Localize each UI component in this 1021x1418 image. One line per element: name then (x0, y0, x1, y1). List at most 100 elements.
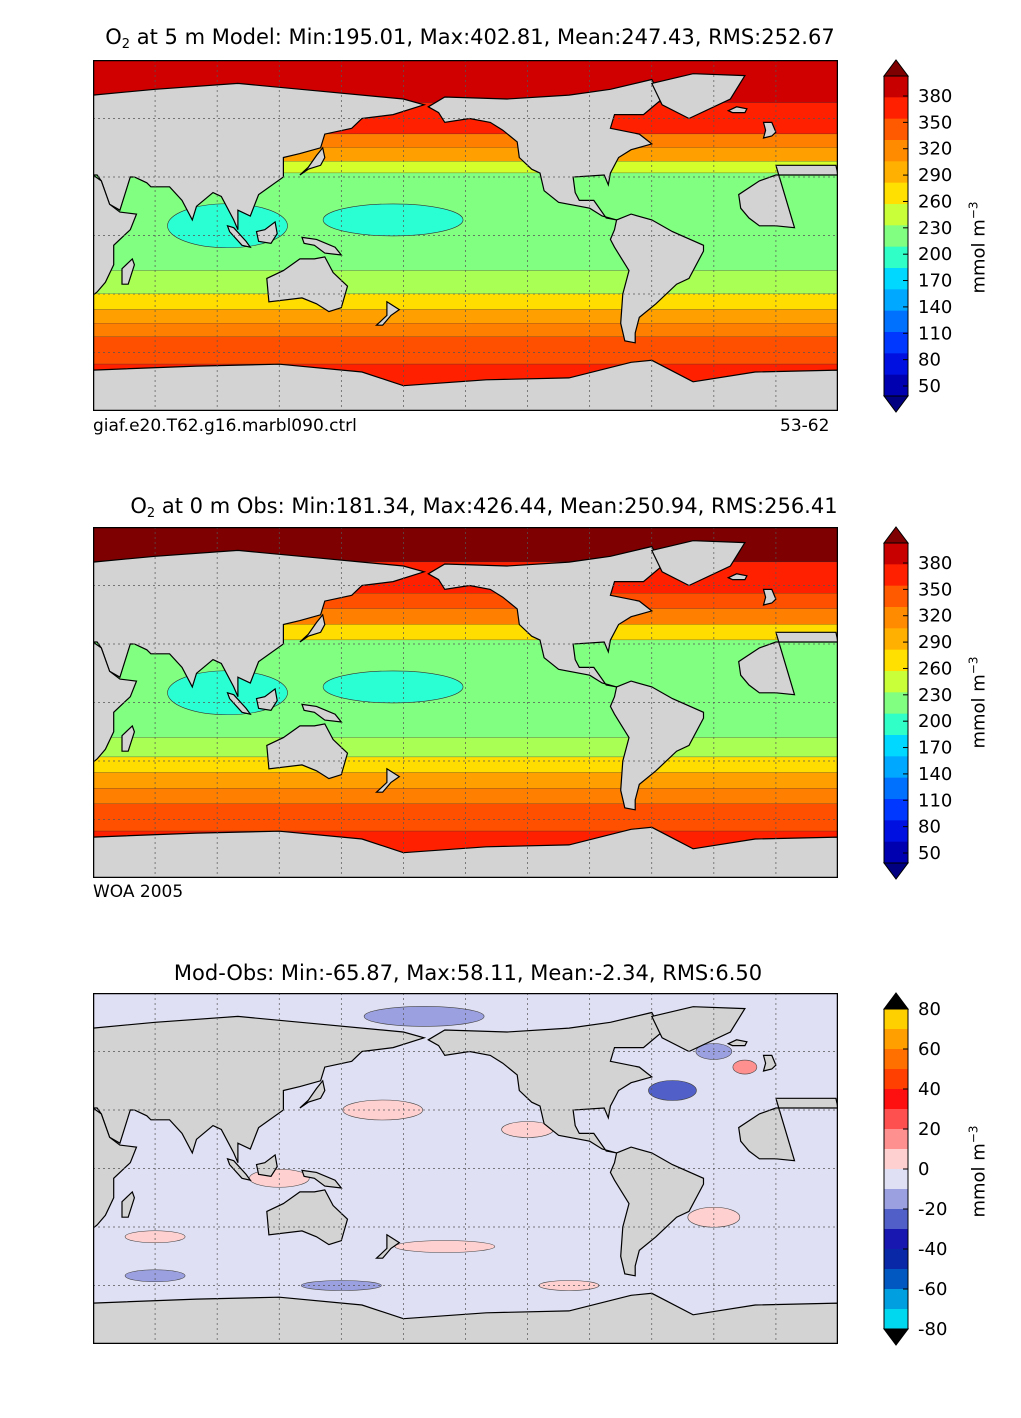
colorbar-tick-label: 170 (918, 738, 952, 759)
colorbar-band (884, 1269, 908, 1290)
colorbar-band (884, 118, 908, 141)
footer-years: 53-62 (780, 416, 830, 436)
colorbar-tick-label: 50 (918, 843, 941, 864)
triangle-down-icon (883, 862, 909, 880)
map-frame (93, 993, 838, 1344)
map-gridlines (93, 993, 838, 1344)
colorbar-label-text: mmol m (968, 1143, 990, 1218)
colorbar-band (884, 1149, 908, 1170)
colorbar-band (884, 1049, 908, 1070)
title-text: Mod-Obs: Min:-65.87, Max:58.11, Mean:-2.… (173, 961, 763, 985)
title-text: at 5 m Model: Min:195.01, Max:402.81, Me… (130, 25, 835, 49)
colorbar-tick-label: -40 (918, 1239, 947, 1260)
colorbar-tick-label: 140 (918, 297, 952, 318)
colorbar-band (884, 1029, 908, 1050)
contour-patch (322, 670, 464, 704)
colorbar-band (884, 607, 908, 629)
colorbar-band (884, 1009, 908, 1030)
colorbar-tick-label: 20 (918, 1119, 941, 1140)
colorbar-band (884, 374, 908, 397)
panel-model: O2 at 5 m Model: Min:195.01, Max:402.81,… (0, 24, 1021, 482)
difference-contour (124, 1230, 186, 1244)
colorbar-tick-label: 230 (918, 218, 952, 239)
colorbar-band (884, 1189, 908, 1210)
colorbar-band (884, 182, 908, 205)
colorbar-label: mmol m−3 (967, 643, 990, 763)
colorbar-band (884, 76, 908, 98)
colorbar-label-text: mmol m (968, 219, 990, 294)
colorbar-band (884, 1209, 908, 1230)
colorbar-tick-label: 80 (918, 350, 941, 371)
colorbar-band (884, 225, 908, 248)
colorbar-tick-label: 80 (918, 999, 941, 1020)
colorbar-label: mmol m−3 (967, 1112, 990, 1232)
colorbar-band (884, 161, 908, 184)
colorbar-tick-label: 80 (918, 817, 941, 838)
colorbar-band (884, 353, 908, 376)
land-uk (762, 588, 777, 606)
colorbar-band (884, 310, 908, 333)
land-uk (762, 1054, 777, 1072)
footer-case-name: giaf.e20.T62.g16.marbl090.ctrl (93, 416, 357, 436)
colorbar-band (884, 841, 908, 864)
land-samerica (609, 680, 705, 811)
colorbar-band (884, 1169, 908, 1190)
colorbar-tick-label: 170 (918, 271, 952, 292)
map-obs (93, 527, 838, 878)
map-gridlines (93, 527, 838, 878)
colorbar-band (884, 268, 908, 290)
panel-title: O2 at 5 m Model: Min:195.01, Max:402.81,… (0, 24, 940, 58)
colorbar-tick-label: 380 (918, 553, 952, 574)
land-madagascar (121, 257, 136, 285)
colorbar-band (884, 713, 908, 736)
land-sumatra (226, 1157, 252, 1182)
land-greenland (650, 540, 746, 587)
triangle-up-icon (883, 992, 909, 1010)
difference-contour (301, 1280, 382, 1291)
colorbar-label: mmol m−3 (967, 188, 990, 308)
colorbar-band (884, 777, 908, 800)
colorbar-band (884, 97, 908, 120)
colorbar-tick-label: 110 (918, 790, 952, 811)
difference-contour (342, 1099, 424, 1121)
land-japan (299, 613, 326, 643)
triangle-up-icon (883, 59, 909, 77)
colorbar-label-text: mmol m (968, 674, 990, 749)
panel-title: O2 at 0 m Obs: Min:181.34, Max:426.44, M… (14, 493, 954, 527)
contour-band (93, 788, 838, 804)
land-iceland (726, 573, 748, 581)
colorbar-tick-label: 320 (918, 606, 952, 627)
colorbar-svg: 80 60 40 20 0 -20 -40 -60 -80 (883, 992, 947, 1346)
land-africa (93, 1107, 138, 1230)
colorbar-band (884, 585, 908, 608)
contour-band (93, 757, 838, 773)
colorbar-tick-label: 350 (918, 579, 952, 600)
colorbar-band (884, 1109, 908, 1130)
colorbar-tick-label: 50 (918, 376, 941, 397)
colorbar-band (884, 820, 908, 843)
colorbar-tick-label: 40 (918, 1079, 941, 1100)
colorbar-band (884, 140, 908, 162)
land-madagascar (121, 1190, 136, 1218)
colorbar-band (884, 1069, 908, 1090)
footer-source: WOA 2005 (93, 882, 184, 902)
title-prefix: O (130, 494, 147, 518)
colorbar-tick-label: 320 (918, 139, 952, 160)
triangle-down-icon (883, 1328, 909, 1346)
land-africa (93, 174, 138, 297)
colorbar-band (884, 735, 908, 757)
land-australia (266, 723, 349, 780)
land-uk (762, 121, 777, 139)
colorbar: 380 350 320 290 260 230 200 170 140 110 80 50 (880, 59, 952, 413)
colorbar-band (884, 564, 908, 587)
land-iceland (726, 106, 748, 114)
panel-obs: O2 at 0 m Obs: Min:181.34, Max:426.44, M… (0, 493, 1021, 951)
land-nz (374, 767, 401, 793)
land-borneo (255, 687, 278, 711)
difference-contour (732, 1059, 758, 1075)
colorbar: 80 60 40 20 0 -20 -40 -60 -80 (880, 992, 947, 1346)
colorbar-svg: 380 350 320 290 260 230 200 170 140 110 80 50 (883, 526, 952, 880)
colorbar: 380 350 320 290 260 230 200 170 140 110 80 50 (880, 526, 952, 880)
colorbar-frame (883, 75, 909, 397)
land-greenland (650, 73, 746, 120)
